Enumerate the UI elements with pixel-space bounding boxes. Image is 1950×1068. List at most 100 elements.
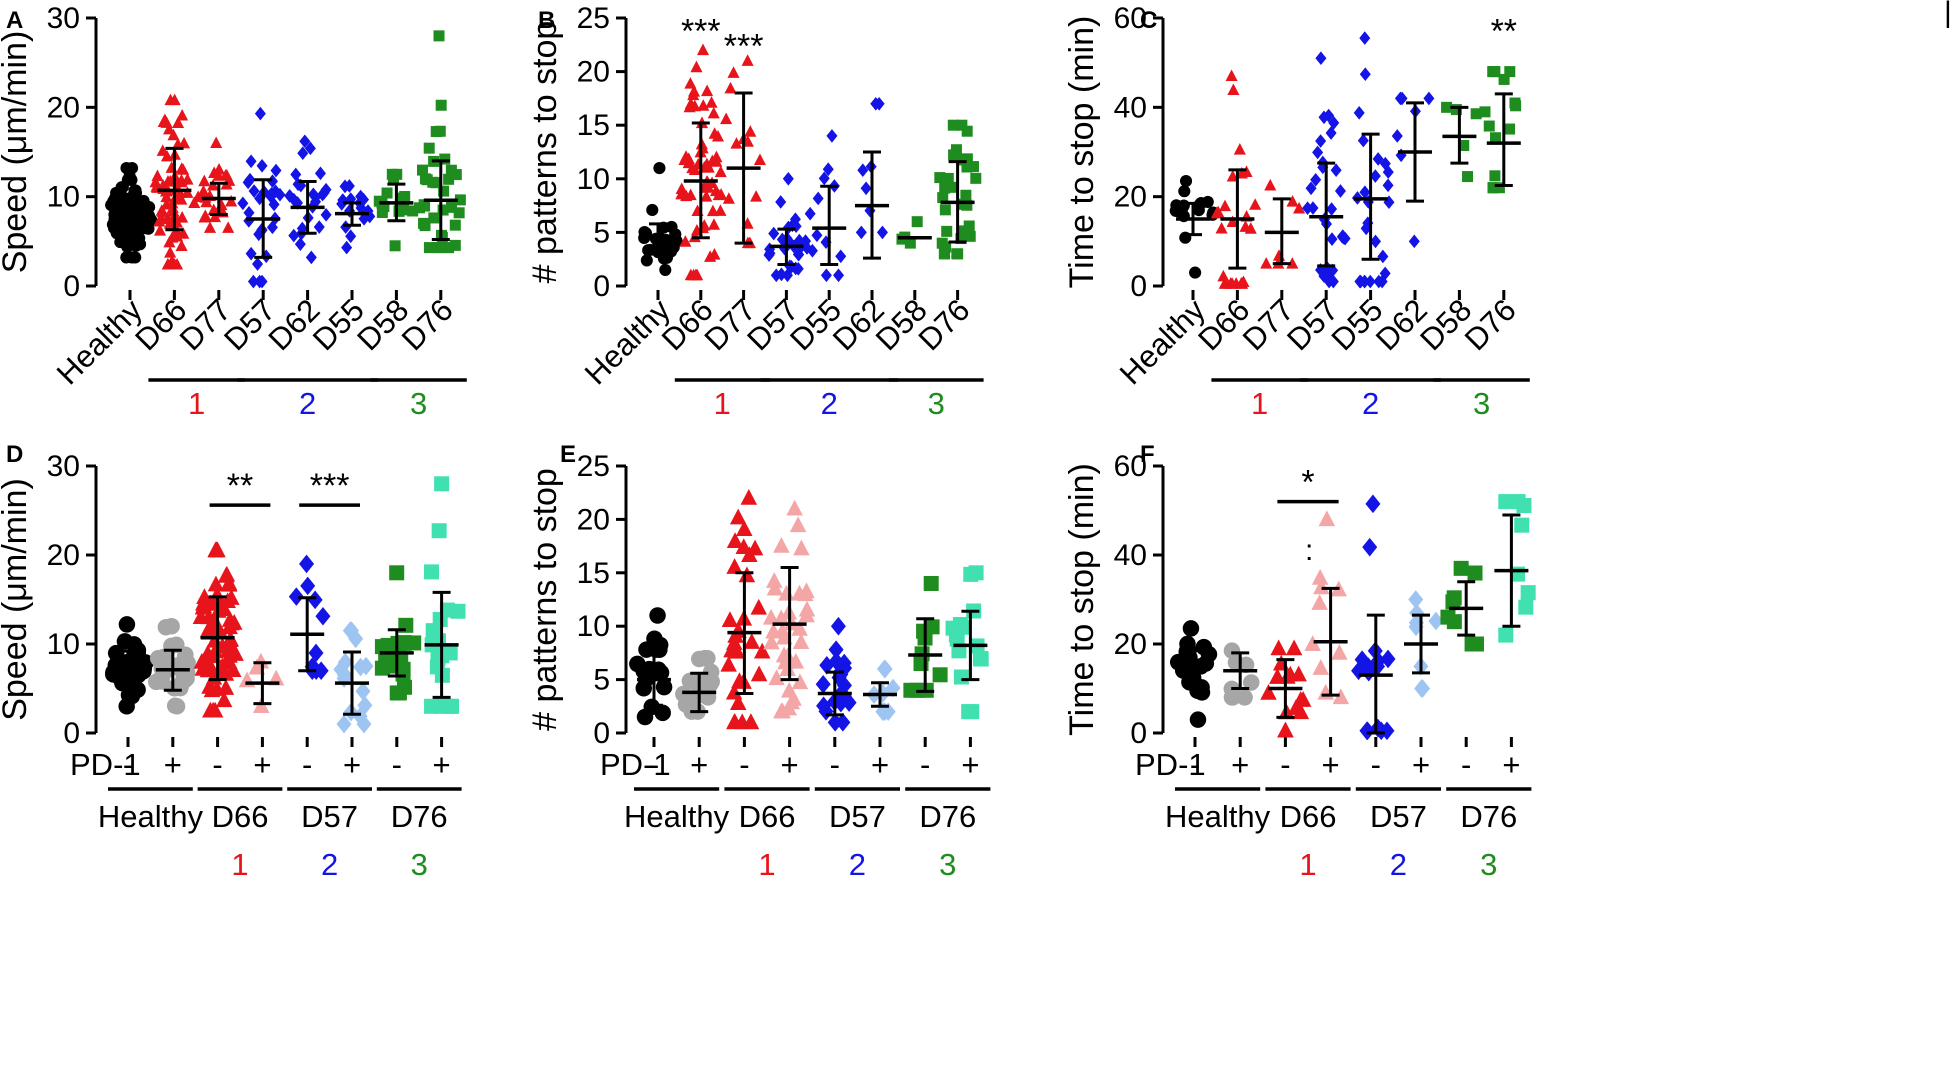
series-d58 (1441, 101, 1482, 183)
group-label: D76 (391, 799, 448, 834)
data-point (764, 246, 776, 261)
data-point (797, 585, 814, 602)
data-point (199, 209, 212, 222)
data-point (443, 173, 455, 185)
data-point (265, 187, 277, 202)
group-label: Healthy (98, 799, 204, 834)
group-number: 2 (299, 386, 316, 421)
data-point (726, 558, 743, 574)
data-point (1364, 274, 1376, 289)
significance-mark: ** (1491, 13, 1517, 51)
data-point (1483, 120, 1495, 132)
data-point (156, 144, 169, 156)
data-point (786, 499, 803, 516)
group-label: D57 (1370, 799, 1427, 834)
data-point (157, 618, 175, 636)
data-point (1242, 674, 1260, 691)
data-point (204, 701, 222, 718)
data-point (1249, 198, 1262, 210)
data-point (1179, 174, 1193, 188)
data-point (835, 249, 847, 264)
data-point (1359, 274, 1371, 289)
data-point (434, 125, 446, 137)
data-point (659, 263, 672, 276)
data-point (268, 197, 280, 212)
data-point (1223, 689, 1241, 706)
data-point (1182, 620, 1200, 637)
data-point (833, 665, 849, 684)
data-point (256, 158, 268, 173)
pd1-sign: - (392, 747, 402, 782)
y-axis-title: # patterns to stop (526, 21, 564, 284)
series-healthy- (1223, 642, 1260, 706)
data-point (787, 652, 805, 669)
data-point (706, 154, 719, 167)
data-point (217, 679, 235, 695)
data-point (381, 187, 393, 199)
data-point (957, 225, 969, 237)
data-point (123, 169, 136, 183)
series-healthy (105, 162, 158, 264)
group-number: 2 (1390, 847, 1407, 882)
data-point (449, 219, 461, 231)
data-point (125, 251, 138, 264)
group-number: 2 (1362, 386, 1379, 421)
y-tick-label: 20 (47, 91, 80, 124)
data-point (207, 203, 220, 216)
data-point (288, 587, 304, 606)
data-point (707, 218, 721, 230)
data-point (1453, 560, 1469, 576)
group-label: D66 (739, 799, 796, 834)
data-point (947, 119, 959, 131)
data-point (714, 204, 727, 216)
data-point (434, 476, 450, 492)
group-label: D66 (1280, 799, 1337, 834)
data-point (389, 565, 405, 581)
data-point (961, 125, 973, 137)
data-point (961, 199, 973, 211)
data-point (203, 221, 217, 233)
data-point (1334, 184, 1346, 198)
data-point (950, 144, 962, 156)
data-point (210, 136, 223, 149)
data-point (245, 246, 257, 261)
data-point (963, 220, 975, 232)
data-point (783, 693, 801, 710)
data-point (1311, 568, 1329, 585)
data-point (305, 250, 317, 265)
data-point (160, 197, 173, 210)
data-point (215, 691, 233, 708)
chart-panel-b: B 0 5 10 15 20 25 # patterns to stop *** *** Healt… (526, 2, 984, 421)
series-d58 (896, 216, 932, 249)
data-point (1310, 172, 1322, 187)
y-axis-title: Speed (μm/min) (0, 478, 34, 721)
data-point (320, 208, 332, 222)
data-point (696, 43, 710, 56)
data-point (337, 652, 353, 672)
data-point (961, 161, 973, 173)
data-point (653, 162, 666, 175)
series-d66- (192, 541, 244, 718)
data-point (684, 77, 697, 89)
data-point (1423, 91, 1435, 106)
data-point (170, 225, 183, 238)
data-point (1428, 611, 1444, 631)
data-point (222, 221, 235, 233)
group-number: 3 (411, 847, 428, 882)
series-d55 (804, 129, 847, 283)
data-point (1380, 649, 1396, 669)
group-number: 1 (714, 386, 731, 421)
data-point (1312, 145, 1324, 160)
data-point (430, 177, 442, 189)
series-d66 (149, 93, 201, 270)
panel-letter: E (560, 441, 576, 468)
data-point (762, 608, 780, 625)
data-point (688, 163, 701, 176)
group-label: D66 (212, 799, 269, 834)
data-point (1414, 679, 1430, 698)
data-point (151, 169, 164, 182)
data-point (857, 163, 869, 178)
data-point (1408, 613, 1424, 633)
data-point (1218, 199, 1232, 212)
data-point (697, 99, 710, 111)
